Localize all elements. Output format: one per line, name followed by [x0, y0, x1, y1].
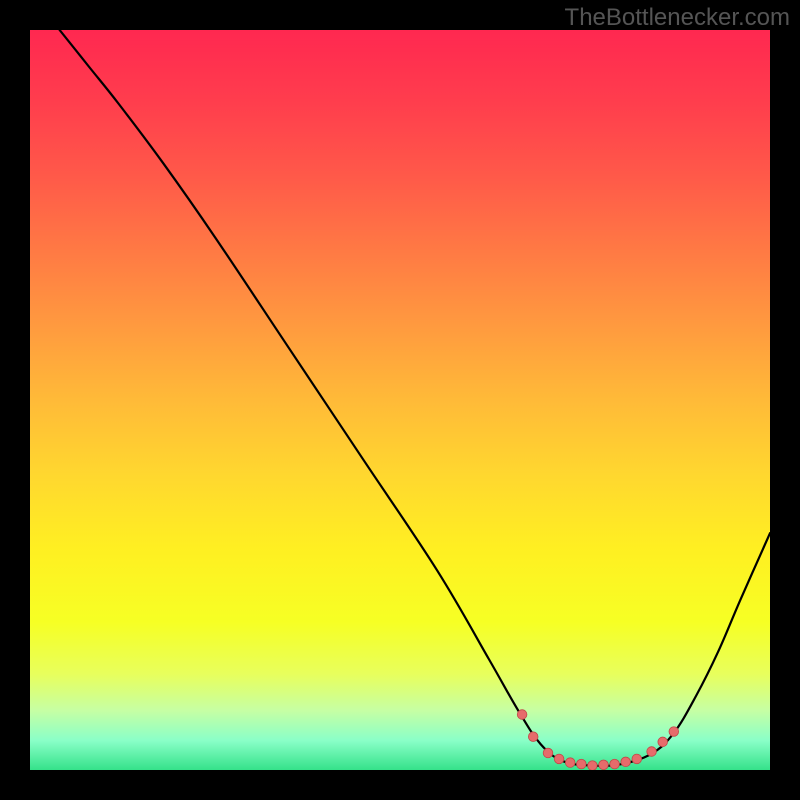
chart-svg	[30, 30, 770, 770]
data-marker	[554, 754, 564, 764]
data-marker	[577, 759, 587, 769]
plot-area	[30, 30, 770, 770]
data-marker	[543, 748, 553, 758]
data-marker	[588, 761, 598, 770]
data-marker	[632, 754, 642, 764]
chart-frame: TheBottlenecker.com	[0, 0, 800, 800]
data-marker	[599, 760, 609, 770]
data-marker	[669, 727, 679, 737]
gradient-background	[30, 30, 770, 770]
data-marker	[528, 732, 538, 742]
data-marker	[517, 710, 527, 720]
watermark-text: TheBottlenecker.com	[565, 4, 790, 32]
data-marker	[565, 758, 575, 768]
data-marker	[621, 757, 631, 767]
data-marker	[647, 747, 657, 757]
data-marker	[610, 759, 620, 769]
data-marker	[658, 737, 668, 747]
